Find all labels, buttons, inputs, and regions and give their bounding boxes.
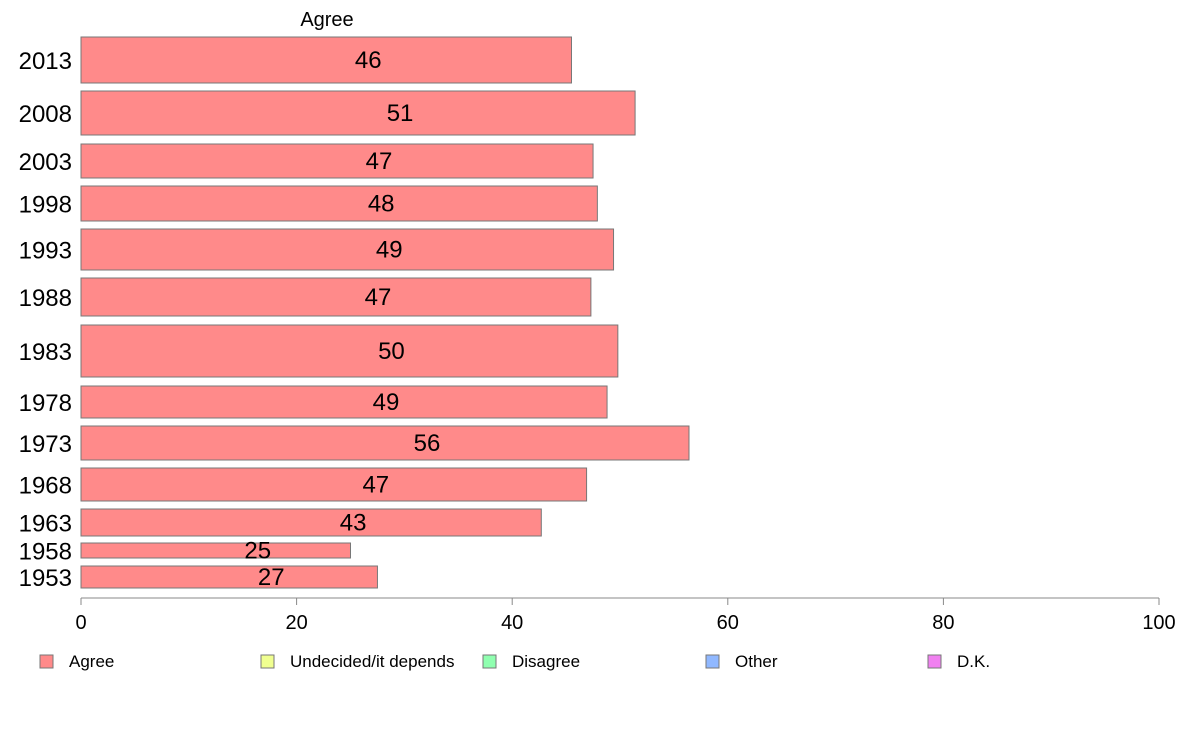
bar-value-label-1998: 48 xyxy=(368,191,395,218)
legend-label-1: Undecided/it depends xyxy=(290,652,454,671)
y-tick-label-1998: 1998 xyxy=(19,192,72,219)
bar-1953 xyxy=(80,565,378,589)
bar-2003 xyxy=(80,143,594,179)
bar-1998 xyxy=(80,185,598,222)
bar-1963 xyxy=(80,508,542,537)
bar-1978 xyxy=(80,385,608,419)
x-tick-label-0: 0 xyxy=(75,612,86,634)
bar-1968 xyxy=(80,467,588,502)
x-tick-label-80: 80 xyxy=(932,612,954,634)
bar-1983 xyxy=(80,324,619,378)
y-tick-label-1988: 1988 xyxy=(19,285,72,312)
legend-swatch-2 xyxy=(482,654,497,669)
bar-value-label-1963: 43 xyxy=(340,510,367,537)
bar-value-label-1958: 25 xyxy=(244,538,271,565)
y-tick-label-1978: 1978 xyxy=(19,390,72,417)
bar-2013 xyxy=(80,36,572,84)
y-tick-label-1953: 1953 xyxy=(19,565,72,592)
x-tick-label-20: 20 xyxy=(285,612,307,634)
legend-swatch-1 xyxy=(260,654,275,669)
legend: Agree Undecided/it depends Disagree Other D.… xyxy=(39,652,990,671)
bar-2008 xyxy=(80,90,636,136)
legend-label-0: Agree xyxy=(69,652,114,671)
y-axis: 2013 2008 2003 1998 1993 1988 1983 1978 1973 1968… xyxy=(19,48,72,592)
legend-swatch-0 xyxy=(39,654,54,669)
bar-1993 xyxy=(80,228,615,271)
legend-label-2: Disagree xyxy=(512,652,580,671)
y-tick-label-1968: 1968 xyxy=(19,473,72,500)
y-tick-label-1993: 1993 xyxy=(19,238,72,265)
y-tick-label-1973: 1973 xyxy=(19,431,72,458)
bar-1973 xyxy=(80,425,690,461)
bar-value-label-2008: 51 xyxy=(387,100,414,127)
y-tick-label-2013: 2013 xyxy=(19,48,72,75)
y-tick-label-2008: 2008 xyxy=(19,101,72,128)
bar-value-label-1973: 56 xyxy=(414,430,441,457)
chart-header: Agree xyxy=(300,9,353,31)
x-tick-label-40: 40 xyxy=(501,612,523,634)
bar-value-label-1953: 27 xyxy=(258,564,285,591)
y-tick-label-2003: 2003 xyxy=(19,149,72,176)
bar-value-label-1983: 50 xyxy=(378,338,405,365)
y-tick-label-1983: 1983 xyxy=(19,339,72,366)
bar-1988 xyxy=(80,277,592,317)
legend-label-3: Other xyxy=(735,652,778,671)
x-tick-label-100: 100 xyxy=(1142,612,1175,634)
legend-swatch-3 xyxy=(705,654,720,669)
bar-value-label-1978: 49 xyxy=(373,389,400,416)
bar-value-label-1968: 47 xyxy=(362,472,389,499)
bar-1958 xyxy=(80,542,351,559)
bar-value-label-1993: 49 xyxy=(376,237,403,264)
x-tick-label-60: 60 xyxy=(717,612,739,634)
y-tick-label-1963: 1963 xyxy=(19,511,72,538)
bar-value-label-2013: 46 xyxy=(355,47,382,74)
legend-label-4: D.K. xyxy=(957,652,990,671)
legend-swatch-4 xyxy=(927,654,942,669)
y-tick-label-1958: 1958 xyxy=(19,539,72,566)
bar-value-label-1988: 47 xyxy=(365,284,392,311)
x-axis: 0 20 40 60 80 100 xyxy=(75,597,1176,634)
bar-value-label-2003: 47 xyxy=(366,148,393,175)
